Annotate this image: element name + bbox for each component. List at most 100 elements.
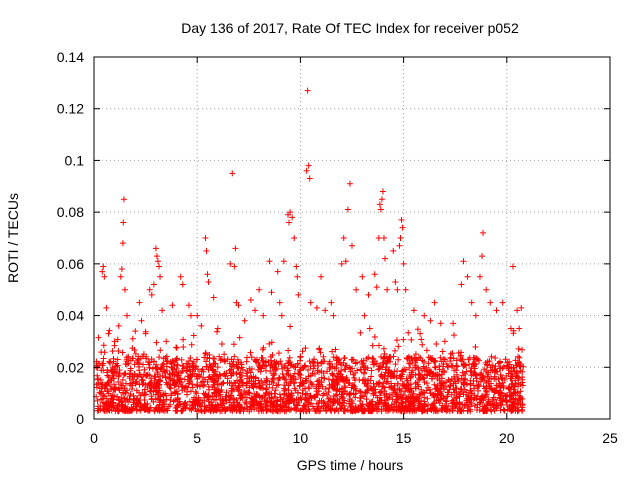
data-point xyxy=(119,398,126,405)
data-point xyxy=(467,408,474,415)
data-point xyxy=(202,235,209,241)
data-point xyxy=(412,362,419,369)
data-point xyxy=(500,406,507,413)
data-point xyxy=(202,391,209,398)
data-point xyxy=(103,369,110,376)
data-point xyxy=(456,404,463,411)
data-point xyxy=(259,394,266,401)
data-point xyxy=(335,378,342,385)
data-point xyxy=(407,360,414,367)
data-point xyxy=(217,372,224,379)
data-point xyxy=(462,370,469,377)
data-point xyxy=(237,369,244,376)
data-point xyxy=(119,376,126,383)
data-point xyxy=(403,407,410,414)
data-point xyxy=(401,383,408,390)
data-point xyxy=(504,402,511,409)
data-point xyxy=(472,312,479,319)
data-point xyxy=(335,408,342,415)
data-point xyxy=(321,358,328,365)
data-point xyxy=(239,366,246,373)
data-point xyxy=(315,381,322,388)
data-point xyxy=(493,402,500,409)
data-point xyxy=(268,289,275,296)
data-point xyxy=(448,362,455,369)
data-point xyxy=(442,356,449,363)
data-point xyxy=(322,404,329,411)
data-point xyxy=(299,348,306,355)
data-point xyxy=(291,385,298,392)
data-point xyxy=(515,353,522,360)
data-point xyxy=(383,379,390,386)
data-point xyxy=(201,408,208,415)
data-point xyxy=(458,386,465,393)
data-point xyxy=(316,408,323,415)
data-point xyxy=(157,365,164,372)
data-point xyxy=(506,396,513,403)
data-point xyxy=(119,349,126,356)
data-point xyxy=(520,363,527,370)
data-point xyxy=(478,376,485,383)
data-point xyxy=(492,355,499,362)
data-point xyxy=(451,389,458,396)
data-point xyxy=(437,354,444,361)
data-point xyxy=(179,362,186,369)
data-point xyxy=(101,393,108,400)
data-point xyxy=(267,368,274,375)
data-point xyxy=(509,401,516,408)
data-point xyxy=(213,373,220,380)
data-point xyxy=(160,360,167,367)
data-point xyxy=(277,394,284,401)
data-point xyxy=(344,406,351,413)
data-point xyxy=(244,354,251,361)
data-point xyxy=(205,374,212,381)
data-point xyxy=(206,373,213,380)
data-point xyxy=(132,328,139,335)
data-point xyxy=(262,386,269,393)
data-point xyxy=(368,367,375,374)
data-point xyxy=(275,350,282,357)
data-point xyxy=(441,338,448,345)
data-point xyxy=(426,386,433,393)
data-point xyxy=(481,366,488,373)
data-point xyxy=(258,377,265,384)
data-point xyxy=(94,364,101,371)
data-point xyxy=(425,354,432,361)
data-point xyxy=(188,341,195,348)
data-point xyxy=(221,370,228,377)
data-point xyxy=(375,235,382,241)
data-point xyxy=(511,383,518,390)
data-point xyxy=(219,400,226,407)
data-point xyxy=(120,390,127,397)
data-point xyxy=(269,401,276,408)
data-point xyxy=(415,354,422,361)
data-point xyxy=(307,363,314,370)
data-point xyxy=(156,378,163,385)
data-point xyxy=(251,380,258,387)
data-point xyxy=(179,368,186,375)
data-point xyxy=(231,386,238,393)
data-point xyxy=(132,350,139,357)
data-point xyxy=(142,330,149,337)
data-point xyxy=(504,392,511,399)
data-point xyxy=(130,376,137,383)
data-point xyxy=(386,367,393,374)
data-point xyxy=(256,361,263,368)
data-point xyxy=(507,325,514,332)
y-tick-label: 0.04 xyxy=(57,308,84,324)
data-point xyxy=(181,385,188,392)
data-point xyxy=(232,245,239,252)
data-point xyxy=(140,380,147,387)
data-point xyxy=(425,402,432,409)
data-point xyxy=(186,376,193,383)
data-point xyxy=(194,382,201,389)
data-point xyxy=(100,355,107,362)
data-point xyxy=(159,307,166,314)
data-point xyxy=(331,397,338,404)
data-point xyxy=(515,375,522,382)
data-point xyxy=(209,401,216,408)
data-point xyxy=(519,404,526,411)
data-point xyxy=(97,390,104,397)
data-point xyxy=(464,273,471,280)
